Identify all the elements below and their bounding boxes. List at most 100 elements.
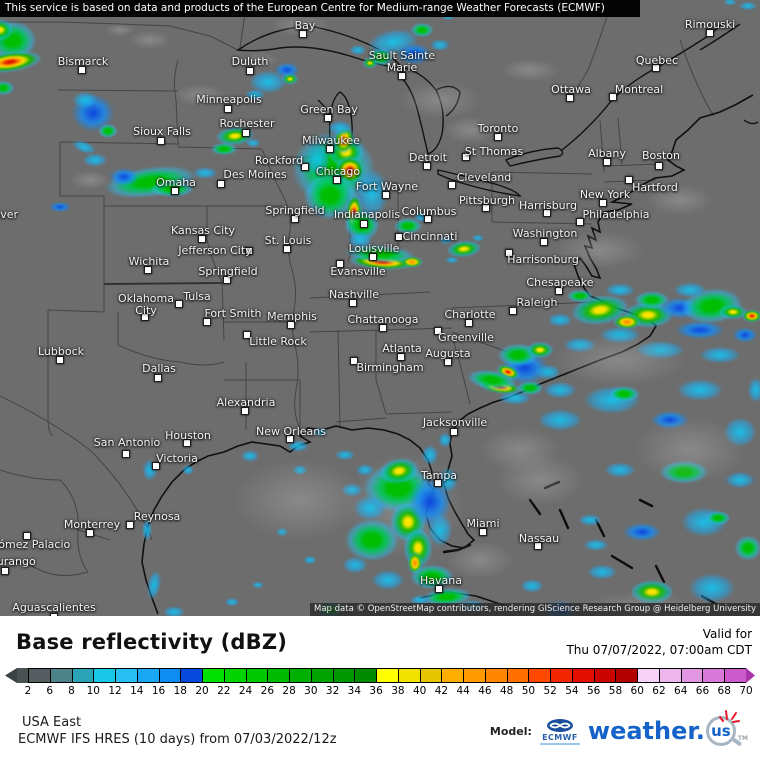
city-marker <box>78 66 86 74</box>
radar-blob <box>722 470 758 490</box>
scale-segment <box>310 669 333 682</box>
scale-tick-label: 34 <box>347 685 362 697</box>
city-marker <box>398 72 406 80</box>
valid-time: Valid for Thu 07/07/2022, 07:00am CDT <box>566 626 752 658</box>
radar-blob <box>490 55 570 85</box>
scale-tick-label: 32 <box>325 685 340 697</box>
city-marker <box>50 613 58 616</box>
city-marker <box>397 353 405 361</box>
radar-blob <box>97 123 119 139</box>
city-marker <box>655 162 663 170</box>
ecmwf-logo-text: ECMWF <box>542 732 578 742</box>
city-marker <box>599 199 607 207</box>
ecmwf-logo[interactable]: ECMWF <box>539 718 581 745</box>
scale-tick-label: 16 <box>151 685 166 697</box>
model-label: Model: <box>489 724 532 738</box>
radar-blob <box>239 449 261 463</box>
city-marker <box>534 542 542 550</box>
city-marker <box>336 260 344 268</box>
radar-blob <box>435 112 505 148</box>
radar-blob <box>533 407 587 433</box>
scale-tick-label: 46 <box>478 685 492 697</box>
radar-blob <box>545 312 575 328</box>
radar-blob <box>235 50 285 70</box>
city-marker <box>494 133 502 141</box>
city-marker <box>369 253 377 261</box>
scale-labels: 2 6 8 10 12 14 16 18 20 22 24 26 28 30 32 34 36 38 40 42 44 4… <box>5 685 755 698</box>
radar-blob <box>720 414 760 450</box>
radar-blob <box>444 256 460 264</box>
city-marker <box>576 218 584 226</box>
radar-blob <box>400 256 424 268</box>
scale-segment <box>397 669 420 682</box>
scale-segment <box>658 669 681 682</box>
ecmwf-logo-icon <box>546 718 573 732</box>
scale-segment <box>28 669 50 682</box>
scale-segment <box>680 669 703 682</box>
branding: Model: ECMWF weather. us <box>489 710 748 747</box>
city-marker <box>224 105 232 113</box>
city-marker <box>479 528 487 536</box>
scale-tick-label: 44 <box>456 685 470 697</box>
radar-blob <box>576 513 604 527</box>
radar-blob <box>635 180 725 220</box>
city-marker <box>652 64 660 72</box>
scale-tick-label: 12 <box>108 685 122 697</box>
spark-icon <box>718 710 740 723</box>
radar-blob <box>425 510 455 550</box>
city-marker <box>245 247 253 255</box>
city-marker <box>291 215 299 223</box>
radar-blob <box>0 18 15 42</box>
scale-segment <box>93 669 115 682</box>
valid-value: Thu 07/07/2022, 07:00am CDT <box>566 643 752 657</box>
city-marker <box>444 358 452 366</box>
scale-segment <box>267 669 289 682</box>
scale-tick-label: 48 <box>499 685 514 697</box>
radar-blob <box>647 409 693 431</box>
brand-text: weather. <box>587 717 705 745</box>
scale-left-arrow <box>5 668 17 683</box>
radar-blob <box>656 459 712 485</box>
radar-blob <box>480 445 600 515</box>
scale-segment <box>289 669 311 682</box>
scale-tick-label: 52 <box>543 685 557 697</box>
city-marker <box>152 462 160 470</box>
scale-segment <box>354 669 376 682</box>
radar-blob <box>311 427 329 437</box>
city-marker <box>434 327 442 335</box>
scale-tick-label: 6 <box>46 685 54 697</box>
radar-blob <box>420 443 440 467</box>
radar-blob <box>684 570 740 606</box>
radar-blob <box>165 80 235 110</box>
city-marker <box>144 266 152 274</box>
radar-blob <box>141 457 159 483</box>
scale-tick-label: 60 <box>630 685 644 697</box>
scale-segment <box>484 669 507 682</box>
city-marker <box>223 276 231 284</box>
radar-blob <box>584 563 620 581</box>
radar-blob <box>465 420 575 480</box>
city-marker <box>56 356 64 364</box>
radar-blob <box>540 225 660 275</box>
radar-blob <box>733 534 760 562</box>
radar-blob <box>333 449 357 461</box>
scale-tick-label: 14 <box>130 685 144 697</box>
city-marker <box>462 153 470 161</box>
city-marker <box>86 529 94 537</box>
radar-blob <box>409 22 435 38</box>
weather-us-logo[interactable]: weather. us TM <box>587 710 748 747</box>
radar-blob <box>141 517 153 543</box>
radar-blob <box>630 339 690 361</box>
radar-blob <box>628 579 676 605</box>
radar-blob <box>348 44 368 56</box>
radar-blob <box>602 282 638 298</box>
radar-blob <box>737 1 759 11</box>
radar-blob <box>244 138 262 148</box>
scale-tick-label: 54 <box>565 685 579 697</box>
scale-tick-label: 20 <box>195 685 209 697</box>
scale-tick-label: 50 <box>521 685 536 697</box>
scale-segment <box>115 669 137 682</box>
radar-blob <box>615 405 760 495</box>
city-marker <box>157 137 165 145</box>
scale-segment <box>158 669 181 682</box>
